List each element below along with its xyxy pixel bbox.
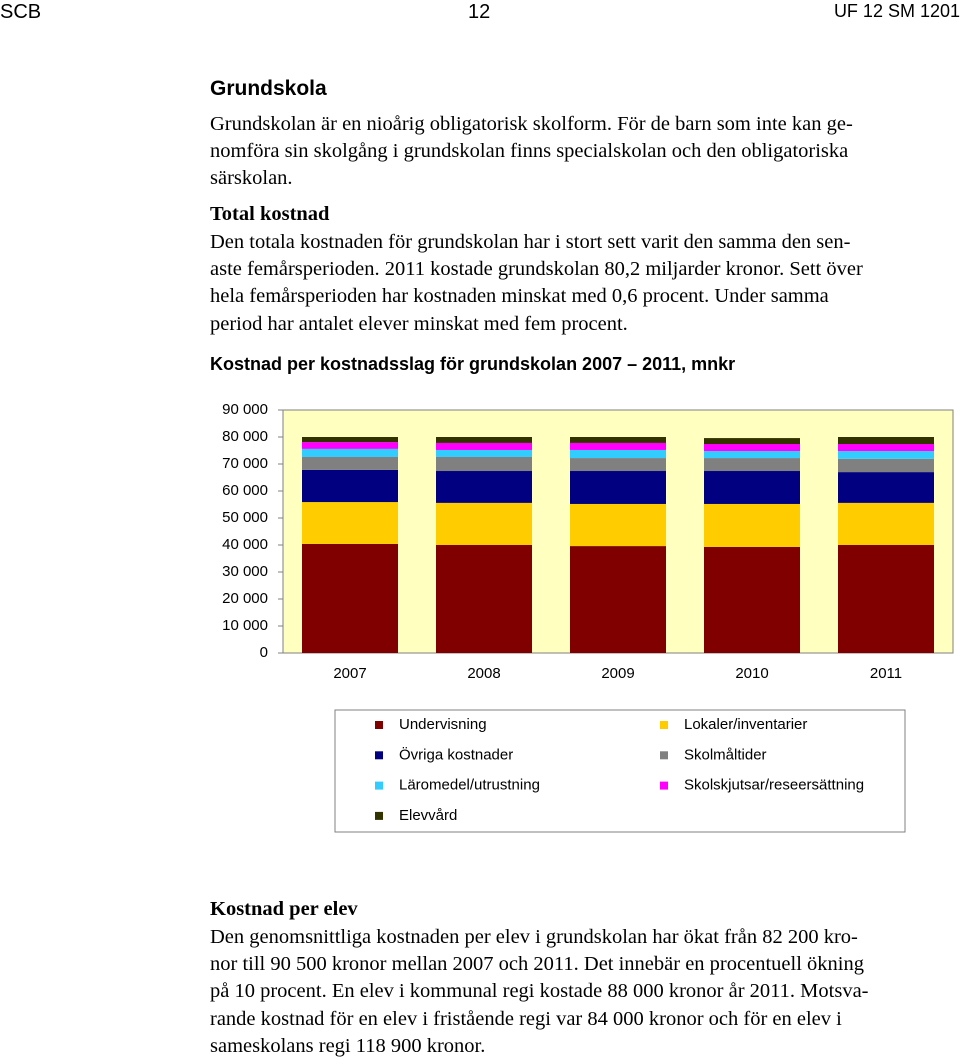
text-line: period har antalet elever minskat med fe… <box>210 312 628 335</box>
text-line: särskolan. <box>210 167 293 190</box>
bar-segment <box>704 438 800 445</box>
bar-segment <box>570 437 666 443</box>
bar-segment <box>436 442 532 450</box>
x-tick-label: 2010 <box>735 665 768 682</box>
legend-swatch <box>660 751 668 760</box>
legend-label: Övriga kostnader <box>399 745 513 763</box>
bar-segment <box>302 448 398 457</box>
bar-segment <box>436 471 532 503</box>
y-tick-label: 60 000 <box>222 482 268 499</box>
bar-segment <box>704 451 800 459</box>
legend-label: Läromedel/utrustning <box>399 777 540 794</box>
text-line: nomföra sin skolgång i grundskolan finns… <box>210 140 849 163</box>
bar-segment <box>704 458 800 472</box>
section-heading: Total kostnad <box>210 203 330 225</box>
bar-segment <box>838 458 934 473</box>
page-number: 12 <box>468 1 491 23</box>
bar-segment <box>704 471 800 504</box>
x-tick-label: 2009 <box>601 665 634 682</box>
bar-segment <box>436 502 532 545</box>
section-heading: Kostnad per elev <box>210 898 358 920</box>
text-line: rande kostnad för en elev i fristående r… <box>210 1007 842 1030</box>
text-line: Den totala kostnaden för grundskolan har… <box>210 231 851 253</box>
x-tick-label: 2011 <box>870 665 902 682</box>
header-right: UF 12 SM 1201 <box>833 1 960 21</box>
section-heading: Grundskola <box>210 77 327 100</box>
bar-segment <box>838 545 934 653</box>
legend-swatch <box>660 781 668 790</box>
bar-segment <box>302 543 398 653</box>
bar-segment <box>436 437 532 443</box>
text-line: aste femårsperioden. 2011 kostade grunds… <box>210 258 863 281</box>
text-line: hela femårsperioden har kostnaden minska… <box>210 285 829 308</box>
bar-segment <box>838 451 934 459</box>
bar-segment <box>838 437 934 445</box>
legend-swatch <box>375 751 383 760</box>
legend-swatch <box>660 721 668 729</box>
y-tick-label: 90 000 <box>222 401 268 418</box>
text-line: på 10 procent. En elev i kommunal regi k… <box>210 980 869 1003</box>
bar-segment <box>570 449 666 459</box>
bar-segment <box>436 545 532 653</box>
y-tick-label: 10 000 <box>222 617 268 634</box>
y-tick-label: 0 <box>260 644 268 661</box>
x-tick-label: 2007 <box>333 665 366 682</box>
bar-segment <box>838 502 934 545</box>
y-tick-label: 50 000 <box>222 509 268 526</box>
legend-swatch <box>375 721 383 729</box>
y-tick-label: 80 000 <box>222 428 268 445</box>
bar-segment <box>302 437 398 443</box>
text-line: Den genomsnittliga kostnaden per elev i … <box>210 926 858 948</box>
legend-label: Lokaler/inventarier <box>684 716 807 733</box>
bar-segment <box>436 456 532 472</box>
y-tick-label: 20 000 <box>222 590 268 607</box>
bar-segment <box>302 456 398 470</box>
legend-label: Skolmåltider <box>684 746 767 763</box>
legend-label: Skolskjutsar/reseersättning <box>684 777 864 794</box>
text-line: sameskolans regi 118 900 kronor. <box>210 1034 486 1057</box>
chart-title: Kostnad per kostnadsslag för grundskolan… <box>210 354 736 374</box>
legend-label: Elevvård <box>399 807 457 824</box>
bar-segment <box>570 458 666 472</box>
bar-segment <box>838 472 934 503</box>
bar-segment <box>302 442 398 449</box>
bar-segment <box>302 502 398 544</box>
header-left: SCB <box>0 1 42 23</box>
y-tick-label: 70 000 <box>222 455 268 472</box>
legend-swatch <box>375 781 383 790</box>
y-tick-label: 30 000 <box>222 563 268 580</box>
text-line: Grundskolan är en nioårig obligatorisk s… <box>210 113 853 135</box>
bar-segment <box>302 469 398 503</box>
bar-segment <box>570 471 666 504</box>
bar-segment <box>704 444 800 452</box>
legend-box <box>334 709 906 833</box>
bar-segment <box>570 503 666 547</box>
legend-label: Undervisning <box>399 716 487 733</box>
legend-swatch <box>375 811 383 820</box>
bar-segment <box>570 442 666 450</box>
x-tick-label: 2008 <box>467 665 500 682</box>
bar-segment <box>838 444 934 452</box>
bar-segment <box>570 546 666 653</box>
y-tick-label: 40 000 <box>222 536 268 553</box>
text-line: nor till 90 500 kronor mellan 2007 och 2… <box>210 953 864 976</box>
bar-segment <box>704 546 800 653</box>
bar-segment <box>436 449 532 457</box>
bar-segment <box>704 503 800 547</box>
